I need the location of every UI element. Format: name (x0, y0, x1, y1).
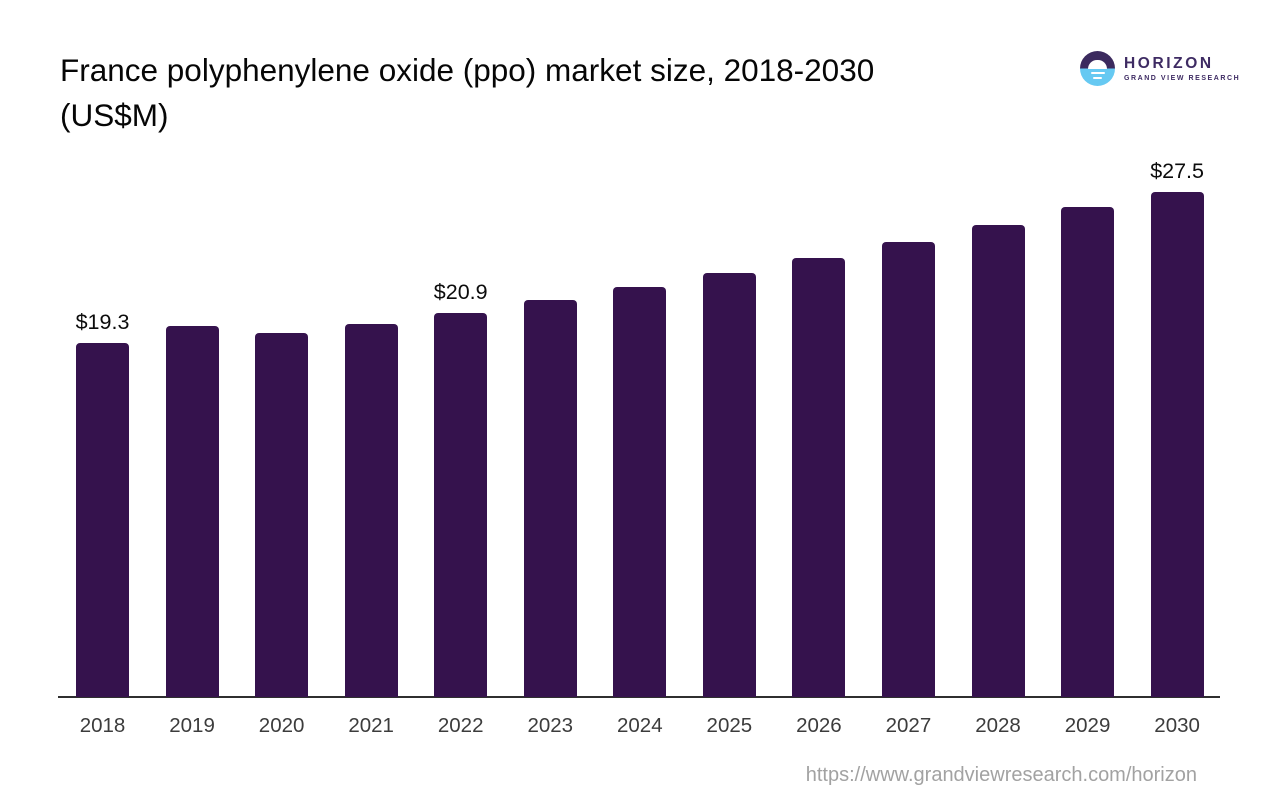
x-tick-2024: 2024 (616, 714, 663, 737)
logo-wordmark: HORIZON (1124, 54, 1214, 72)
x-tick-2027: 2027 (885, 714, 932, 737)
x-tick-2029: 2029 (1064, 714, 1111, 737)
x-tick-2022: 2022 (437, 714, 484, 737)
x-tick-2018: 2018 (79, 714, 126, 737)
horizon-sun-icon (1080, 51, 1115, 86)
chart-title-line-2: (US$M) (60, 97, 169, 133)
bar-2025 (702, 272, 756, 697)
bar-2024 (613, 287, 667, 697)
x-tick-2026: 2026 (796, 714, 842, 737)
bar-2018 (76, 342, 129, 697)
logo-text: HORIZON GRAND VIEW RESEARCH (1124, 54, 1241, 82)
bar-value-label-2030: $27.5 (1150, 159, 1204, 183)
bar-value-label-2018: $19.3 (75, 309, 130, 334)
wave-line-icon (1093, 76, 1102, 79)
bar-value-label-2022: $20.9 (433, 280, 488, 305)
sun-dome-shape (1088, 59, 1107, 69)
bar-2022 (434, 313, 488, 697)
x-tick-2020: 2020 (258, 714, 305, 737)
bar-2030 (1150, 192, 1204, 697)
brand-logo: HORIZON GRAND VIEW RESEARCH (1080, 51, 1240, 86)
chart-title-line-1: France polyphenylene oxide (ppo) market … (60, 52, 875, 88)
x-tick-2021: 2021 (348, 714, 394, 737)
bar-2021 (344, 324, 398, 697)
bar-2019 (165, 326, 219, 697)
logo-subtitle: GRAND VIEW RESEARCH (1124, 74, 1241, 82)
x-tick-2019: 2019 (169, 714, 215, 737)
bar-2020 (255, 333, 309, 697)
wave-line-icon (1090, 71, 1105, 75)
bar-2028 (971, 225, 1025, 697)
x-tick-2023: 2023 (527, 714, 574, 737)
bar-2029 (1061, 206, 1115, 697)
x-axis-line (58, 696, 1220, 698)
source-url: https://www.grandviewresearch.com/horizo… (805, 764, 1197, 786)
page-title: France polyphenylene oxide (ppo) market … (60, 48, 874, 138)
bar-2027 (881, 241, 935, 697)
bar-2026 (792, 258, 846, 697)
x-tick-2028: 2028 (975, 714, 1021, 737)
x-tick-2030: 2030 (1154, 714, 1200, 737)
x-tick-2025: 2025 (706, 714, 753, 737)
bar-2023 (523, 300, 577, 697)
